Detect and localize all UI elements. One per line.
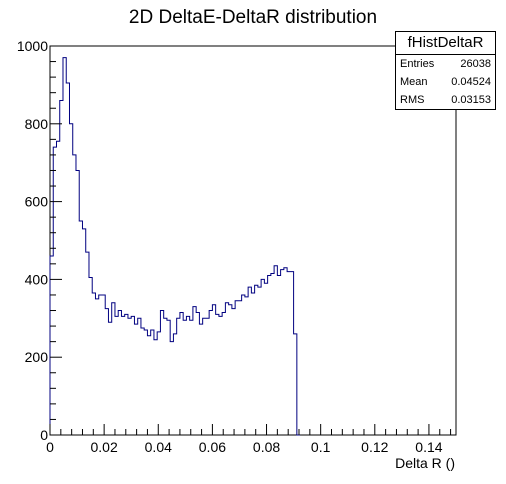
histogram-line (49, 57, 301, 436)
stats-row-entries: Entries 26038 (396, 55, 495, 73)
stats-mean-value: 0.04524 (451, 76, 491, 88)
y-tick-label: 600 (25, 194, 49, 210)
x-tick-label: 0 (46, 439, 54, 455)
plot-frame (49, 45, 457, 436)
x-tick-label: 0.14 (415, 439, 442, 455)
x-axis: 0 0.02 0.04 0.06 0.08 0.1 0.12 0.14 (46, 424, 452, 455)
stats-rms-value: 0.03153 (451, 94, 491, 106)
x-tick-label: 0.06 (199, 439, 226, 455)
stats-entries-label: Entries (400, 58, 435, 70)
x-tick-label: 0.1 (311, 439, 331, 455)
x-tick-label: 0.04 (145, 439, 172, 455)
x-tick-label: 0.08 (253, 439, 280, 455)
stats-row-rms: RMS 0.03153 (396, 91, 495, 109)
y-tick-label: 0 (40, 427, 48, 443)
stats-rms-label: RMS (400, 94, 425, 106)
stats-box: fHistDeltaR Entries 26038 Mean 0.04524 R… (395, 31, 496, 110)
stats-title: fHistDeltaR (396, 32, 495, 55)
chart-title: 2D DeltaE-DeltaR distribution (129, 7, 377, 28)
x-tick-label: 0.12 (361, 439, 388, 455)
stats-row-mean: Mean 0.04524 (396, 73, 495, 91)
y-axis: 0 200 400 600 800 1000 (17, 38, 62, 443)
x-tick-label: 0.02 (91, 439, 118, 455)
stats-mean-label: Mean (400, 76, 428, 88)
x-axis-label: Delta R () (395, 455, 455, 471)
y-tick-label: 200 (25, 349, 49, 365)
y-tick-label: 400 (25, 271, 49, 287)
y-tick-label: 800 (25, 116, 49, 132)
y-tick-label: 1000 (17, 38, 48, 54)
stats-entries-value: 26038 (460, 58, 491, 70)
